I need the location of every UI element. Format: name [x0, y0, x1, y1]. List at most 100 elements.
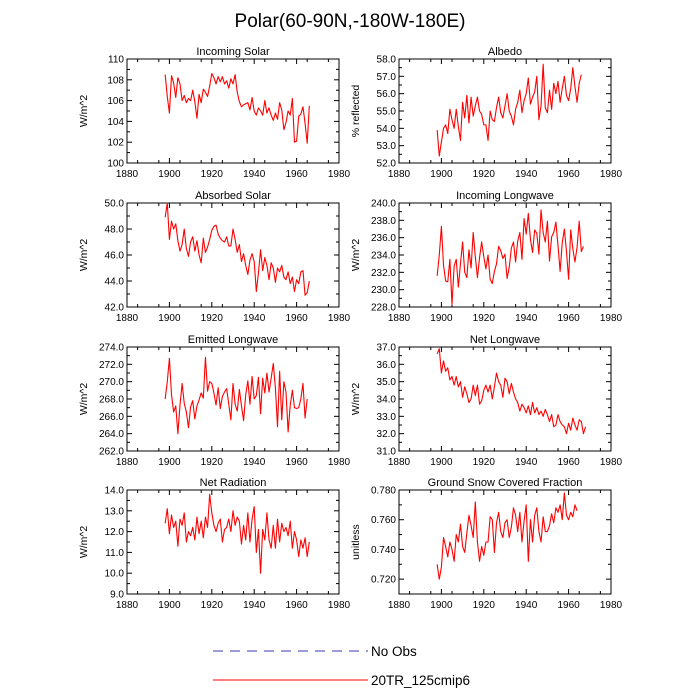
y-tick-label: 35.0 — [377, 377, 397, 388]
x-tick-label: 1900 — [158, 169, 181, 180]
x-tick-label: 1980 — [600, 313, 623, 324]
legend-label-no-obs: No Obs — [371, 644, 417, 659]
x-tick-label: 1900 — [158, 457, 181, 468]
y-tick-label: 228.0 — [371, 303, 396, 314]
legend: No Obs 20TR_125cmip6 — [213, 644, 470, 688]
x-tick-label: 1920 — [473, 169, 496, 180]
y-tick-label: 13.0 — [105, 506, 125, 517]
y-tick-label: 36.0 — [377, 360, 397, 371]
x-tick-label: 1900 — [158, 313, 181, 324]
y-tick-label: 37.0 — [377, 343, 397, 354]
y-tick-label: 34.0 — [377, 395, 397, 406]
x-tick-label: 1920 — [201, 169, 224, 180]
x-tick-label: 1900 — [158, 600, 181, 611]
x-tick-label: 1900 — [430, 169, 453, 180]
y-axis-label-absorbed-solar: W/m^2 — [78, 239, 90, 272]
series-line-20tr-125cmip6-net-longwave — [436, 348, 587, 435]
x-tick-label: 1960 — [285, 457, 308, 468]
x-tick-label: 1900 — [430, 313, 453, 324]
x-tick-label: 1920 — [473, 600, 496, 611]
y-tick-label: 31.0 — [377, 447, 397, 458]
y-tick-label: 32.0 — [377, 429, 397, 440]
x-tick-label: 1920 — [473, 457, 496, 468]
plot-frame-incoming-solar — [126, 58, 340, 164]
panel-absorbed-solar: Absorbed Solar 1880 1900 1920 1940 1960 1980 42… — [78, 190, 351, 324]
panel-net-longwave: Net Longwave 1880 1900 1920 1940 1960 1980 31.0… — [350, 334, 623, 468]
x-tick-label: 1900 — [430, 600, 453, 611]
x-tick-label: 1960 — [285, 600, 308, 611]
y-tick-label: 14.0 — [105, 486, 125, 497]
x-tick-label: 1880 — [116, 600, 139, 611]
y-tick-label: 53.0 — [377, 141, 397, 152]
y-tick-label: 58.0 — [377, 55, 397, 66]
x-tick-label: 1920 — [201, 600, 224, 611]
figure-title: Polar(60-90N,-180W-180E) — [235, 11, 466, 32]
y-tick-label: 232.0 — [371, 268, 396, 279]
series-line-20tr-125cmip6-incoming-solar — [164, 73, 310, 144]
y-tick-label: 270.0 — [99, 377, 124, 388]
x-tick-label: 1980 — [328, 600, 351, 611]
panel-title-albedo: Albedo — [488, 46, 522, 58]
series-line-20tr-125cmip6-ground-snow-covered-fraction — [436, 492, 578, 580]
x-tick-label: 1880 — [388, 169, 411, 180]
y-tick-label: 100 — [107, 159, 124, 170]
y-tick-label: 234.0 — [371, 251, 396, 262]
y-axis-label-incoming-longwave: W/m^2 — [350, 239, 362, 272]
x-tick-label: 1940 — [243, 600, 266, 611]
x-tick-label: 1980 — [600, 169, 623, 180]
panel-title-incoming-solar: Incoming Solar — [196, 46, 270, 58]
x-tick-label: 1960 — [557, 457, 580, 468]
panel-albedo: Albedo 1880 1900 1920 1940 1960 1980 52.0 53.0 54… — [350, 46, 623, 180]
y-tick-label: 52.0 — [377, 159, 397, 170]
y-axis-label-net-longwave: W/m^2 — [350, 383, 362, 416]
panel-incoming-solar: Incoming Solar 1880 1900 1920 1940 1960 1980 10… — [78, 46, 351, 180]
y-tick-label: 230.0 — [371, 285, 396, 296]
series-line-20tr-125cmip6-emitted-longwave — [164, 356, 308, 435]
x-tick-label: 1880 — [388, 457, 411, 468]
y-axis-label-incoming-solar: W/m^2 — [78, 95, 90, 128]
x-tick-label: 1940 — [243, 457, 266, 468]
x-tick-label: 1880 — [116, 169, 139, 180]
x-tick-label: 1920 — [473, 313, 496, 324]
x-tick-label: 1940 — [243, 313, 266, 324]
x-tick-label: 1940 — [515, 457, 538, 468]
x-tick-label: 1960 — [557, 600, 580, 611]
panel-emitted-longwave: Emitted Longwave 1880 1900 1920 1940 1960 1980… — [78, 334, 351, 468]
legend-label-model: 20TR_125cmip6 — [371, 673, 470, 688]
plot-frame-albedo — [398, 58, 612, 164]
panel-title-net-longwave: Net Longwave — [470, 334, 540, 346]
y-axis-label-net-radiation: W/m^2 — [78, 526, 90, 559]
y-tick-label: 0.720 — [371, 575, 396, 586]
panel-ground-snow-covered-fraction: Ground Snow Covered Fraction 1880 1900 1920… — [350, 477, 623, 611]
panel-title-absorbed-solar: Absorbed Solar — [195, 190, 271, 202]
x-tick-label: 1940 — [515, 313, 538, 324]
y-tick-label: 238.0 — [371, 216, 396, 227]
x-tick-label: 1880 — [116, 313, 139, 324]
y-tick-label: 0.780 — [371, 486, 396, 497]
panels: Incoming Solar 1880 1900 1920 1940 1960 1980 10… — [78, 46, 623, 611]
x-tick-label: 1920 — [201, 313, 224, 324]
y-tick-label: 44.0 — [105, 277, 125, 288]
y-tick-label: 102 — [107, 138, 124, 149]
y-tick-label: 272.0 — [99, 360, 124, 371]
y-tick-label: 10.0 — [105, 569, 125, 580]
series-line-20tr-125cmip6-absorbed-solar — [164, 202, 310, 296]
y-tick-label: 55.0 — [377, 107, 397, 118]
y-tick-label: 46.0 — [105, 251, 125, 262]
panel-title-net-radiation: Net Radiation — [200, 477, 267, 489]
y-tick-label: 11.0 — [105, 548, 124, 559]
panel-net-radiation: Net Radiation 1880 1900 1920 1940 1960 1980 9.0… — [78, 477, 351, 611]
series-line-20tr-125cmip6-net-radiation — [164, 493, 310, 574]
plot-frame-net-longwave — [398, 346, 612, 452]
plot-frame-ground-snow-covered-fraction — [398, 489, 612, 595]
y-tick-label: 48.0 — [105, 225, 125, 236]
y-tick-label: 108 — [107, 75, 124, 86]
y-tick-label: 54.0 — [377, 124, 397, 135]
x-tick-label: 1960 — [285, 313, 308, 324]
series-line-20tr-125cmip6-incoming-longwave — [436, 209, 584, 305]
y-tick-label: 264.0 — [99, 429, 124, 440]
x-tick-label: 1880 — [388, 313, 411, 324]
x-tick-label: 1980 — [600, 600, 623, 611]
y-tick-label: 42.0 — [105, 303, 125, 314]
